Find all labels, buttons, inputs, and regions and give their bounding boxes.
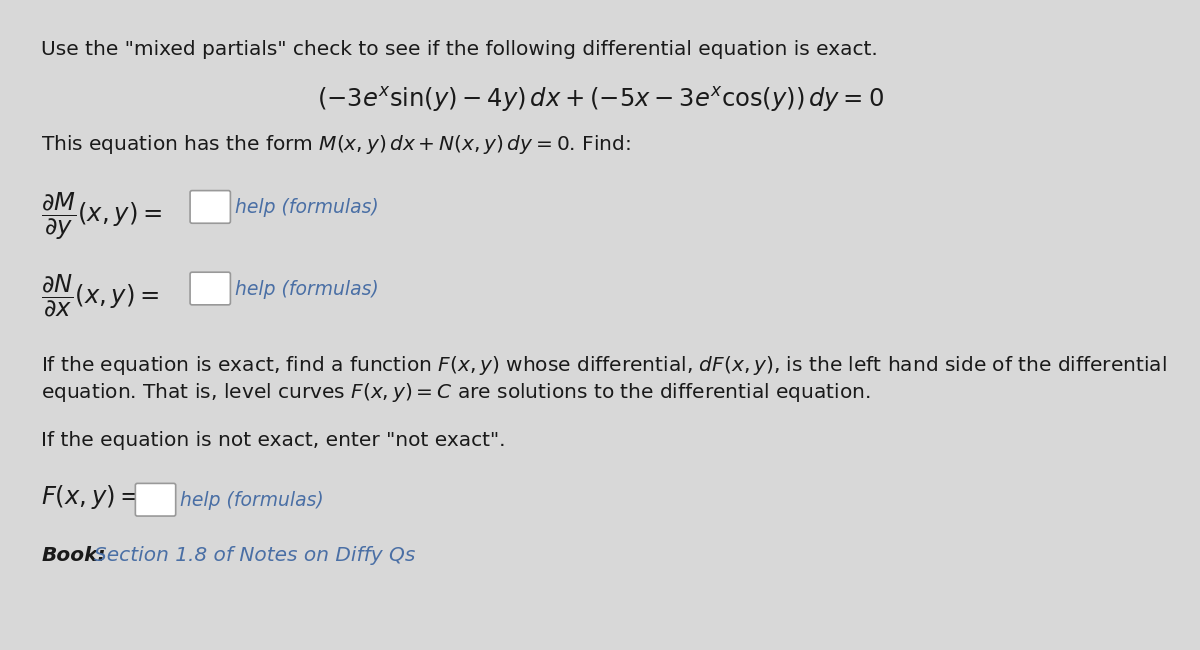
Text: equation. That is, level curves $F(x, y) = C$ are solutions to the differential : equation. That is, level curves $F(x, y)… (41, 381, 871, 404)
Text: help (formulas): help (formulas) (235, 198, 379, 217)
FancyBboxPatch shape (190, 272, 230, 305)
Text: $F(x, y) =$: $F(x, y) =$ (41, 484, 139, 512)
Text: Use the "mixed partials" check to see if the following differential equation is : Use the "mixed partials" check to see if… (41, 40, 878, 59)
Text: $\dfrac{\partial N}{\partial x}(x, y) =$: $\dfrac{\partial N}{\partial x}(x, y) =$ (41, 272, 160, 318)
Text: $(-3e^{x}\sin(y) - 4y)\,dx + (-5x - 3e^{x}\cos(y))\,dy = 0$: $(-3e^{x}\sin(y) - 4y)\,dx + (-5x - 3e^{… (317, 85, 883, 114)
Text: Section 1.8 of Notes on Diffy Qs: Section 1.8 of Notes on Diffy Qs (94, 546, 415, 565)
Text: $\dfrac{\partial M}{\partial y}(x, y) =$: $\dfrac{\partial M}{\partial y}(x, y) =$ (41, 190, 162, 242)
FancyBboxPatch shape (190, 190, 230, 223)
FancyBboxPatch shape (136, 484, 175, 516)
Text: If the equation is exact, find a function $F(x, y)$ whose differential, $dF(x, y: If the equation is exact, find a functio… (41, 354, 1168, 377)
Text: If the equation is not exact, enter "not exact".: If the equation is not exact, enter "not… (41, 430, 505, 450)
Text: This equation has the form $M(x, y)\,dx + N(x, y)\,dy = 0$. Find:: This equation has the form $M(x, y)\,dx … (41, 133, 631, 156)
Text: help (formulas): help (formulas) (235, 280, 379, 299)
Text: Book:: Book: (41, 546, 106, 565)
Text: help (formulas): help (formulas) (180, 491, 324, 510)
